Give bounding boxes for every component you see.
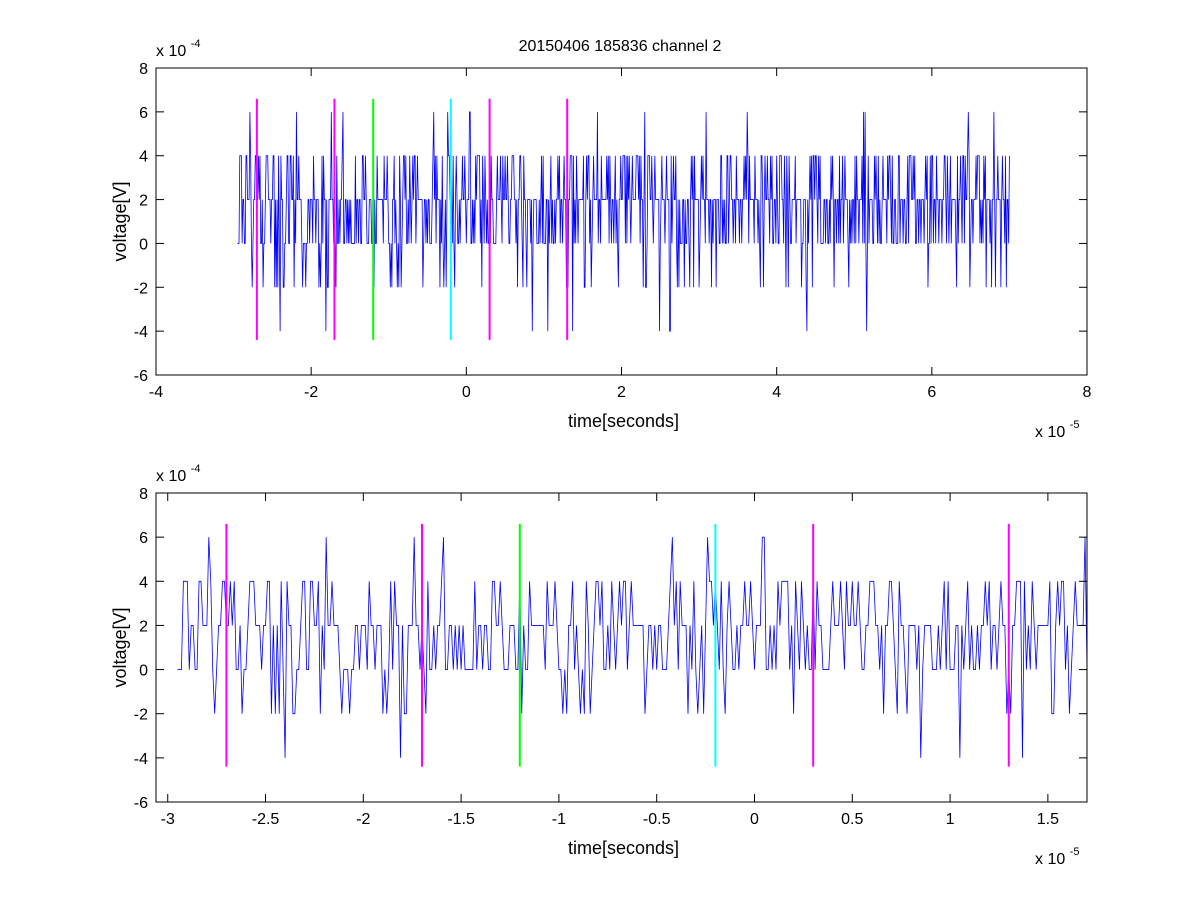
x-tick-label: -2 [356, 811, 370, 828]
x-tick-label: -1.5 [447, 811, 475, 828]
y-exponent-label: x 10 -4 [156, 38, 200, 60]
x-tick-label: 1.5 [1037, 811, 1059, 828]
x-tick-label: -4 [149, 384, 163, 401]
y-tick-label: -4 [134, 751, 148, 768]
bottom-subplot: -3 -2.5 -2 -1.5 -1 -0.5 0 0.5 1 1.5 -6 -4 -2 0 2 4 6 8 tim… [110, 463, 1088, 868]
y-tick-label: 0 [139, 236, 148, 253]
y-tick-label: 2 [139, 618, 148, 635]
y-tick-label: 6 [139, 105, 148, 122]
y-exponent-power: -4 [191, 38, 201, 50]
x-exponent-label: x 10 -5 [1035, 846, 1079, 868]
x-tick-label: 6 [927, 384, 936, 401]
y-tick-label: 4 [139, 574, 148, 591]
y-tick-label: -4 [134, 324, 148, 341]
x-tick-label: 0 [462, 384, 471, 401]
axes-box [155, 492, 1088, 803]
x-axis-label: time[seconds] [568, 411, 679, 431]
y-tick-label: -6 [134, 795, 148, 812]
x-tick-label: -2.5 [252, 811, 280, 828]
x-tick-label: 0.5 [841, 811, 863, 828]
y-tick-label: 2 [139, 193, 148, 210]
y-axis-label: voltage[V] [110, 181, 130, 261]
y-axis-label: voltage[V] [110, 607, 130, 687]
y-exponent-label: x 10 -4 [156, 463, 200, 485]
x-axis-label: time[seconds] [568, 838, 679, 858]
x-tick-label: 8 [1083, 384, 1092, 401]
y-tick-label: -6 [134, 368, 148, 385]
y-exponent-power: -4 [191, 463, 201, 475]
signal-series-line [177, 536, 1087, 758]
y-tick-label: 8 [139, 486, 148, 503]
y-tick-label: 0 [139, 663, 148, 680]
y-tick-label: 6 [139, 530, 148, 547]
x-exponent-power: -5 [1070, 846, 1080, 858]
x-tick-label: 2 [617, 384, 626, 401]
x-tick-label: 1 [946, 811, 955, 828]
top-subplot: -4 -2 0 2 4 6 8-6-4-202468time[seconds]voltage… [110, 38, 1092, 441]
x-tick-label: -3 [161, 811, 175, 828]
y-tick-label: -2 [134, 280, 148, 297]
signal-series-line [237, 111, 1010, 332]
x-tick-label: 4 [772, 384, 781, 401]
y-tick-label: 4 [139, 149, 148, 166]
x-tick-label: 0 [750, 811, 759, 828]
x-exponent-label: x 10 -5 [1035, 419, 1079, 441]
x-tick-label: -0.5 [643, 811, 671, 828]
x-tick-label: -2 [304, 384, 318, 401]
x-exponent-power: -5 [1070, 419, 1080, 431]
y-tick-label: -2 [134, 707, 148, 724]
x-tick-label: -1 [552, 811, 566, 828]
figure-title: 20150406 185836 channel 2 [519, 38, 722, 55]
y-tick-label: 8 [139, 61, 148, 78]
